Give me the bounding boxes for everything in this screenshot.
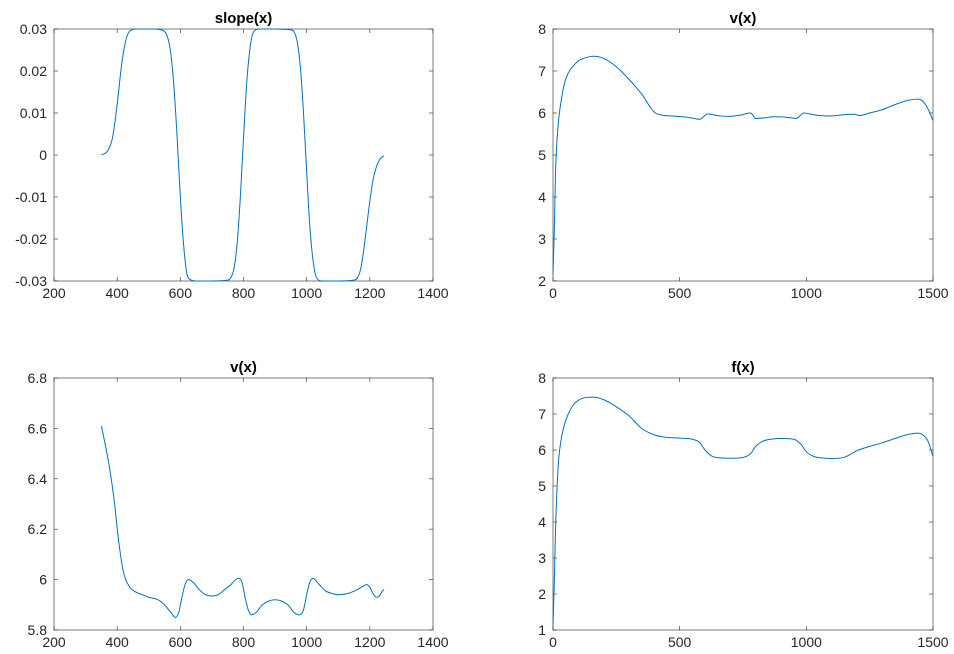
x-tick-label: 1200 <box>354 634 385 650</box>
x-tick-label: 400 <box>105 285 129 301</box>
velocity-zoom-plot: 200 400 600 800 1000 1200 1400 5.8 6 6.2 6.4 6.6 6.8… <box>28 359 449 650</box>
axes-box <box>53 28 434 282</box>
y-tick-label: 7 <box>538 63 546 79</box>
y-tick-label: -0.01 <box>15 189 47 205</box>
x-tick-label: 600 <box>169 285 193 301</box>
x-tick-label: 500 <box>668 634 692 650</box>
y-tick-label: 6 <box>538 105 546 121</box>
axes-box <box>552 28 934 282</box>
velocity-plot: 0 500 1000 1500 2 3 4 5 6 7 8 v(x) <box>538 10 949 301</box>
series-line <box>552 55 934 275</box>
x-tick-label: 800 <box>232 634 256 650</box>
plot-title: v(x) <box>230 359 257 376</box>
x-tick-label: 1400 <box>417 634 448 650</box>
y-tick-label: 5 <box>538 478 546 494</box>
x-tick-label: 1500 <box>917 634 948 650</box>
series-line <box>100 425 385 618</box>
y-tick-label: 6.4 <box>28 471 48 487</box>
y-tick-label: 4 <box>538 189 546 205</box>
x-tick-label: 200 <box>42 285 66 301</box>
y-tick-label: -0.02 <box>15 231 47 247</box>
x-tick-label: 1200 <box>354 285 385 301</box>
x-tick-label: 0 <box>549 634 557 650</box>
y-tick-label: 6.6 <box>28 420 48 436</box>
x-tick-label: 1000 <box>791 634 822 650</box>
y-tick-label: 6 <box>538 442 546 458</box>
series-line <box>552 396 934 627</box>
y-tick-label: 3 <box>538 231 546 247</box>
plot-title: v(x) <box>730 10 757 27</box>
y-tick-label: 4 <box>538 514 546 530</box>
slope-plot: 200 400 600 800 1000 1200 1400 -0.03 -0.02 -0.01 0… <box>15 10 449 301</box>
y-tick-label: 0.03 <box>20 21 47 37</box>
y-tick-label: 5.8 <box>28 622 48 638</box>
y-tick-label: 6.2 <box>28 521 48 537</box>
x-tick-label: 1000 <box>791 285 822 301</box>
y-tick-label: 8 <box>538 21 546 37</box>
y-tick-label: 0 <box>39 147 47 163</box>
y-tick-label: 8 <box>538 370 546 386</box>
y-tick-label: 2 <box>538 586 546 602</box>
y-tick-label: 0.01 <box>20 105 47 121</box>
x-tick-label: 800 <box>232 285 256 301</box>
x-tick-label: 1400 <box>417 285 448 301</box>
x-tick-label: 400 <box>105 634 129 650</box>
force-plot: 0 500 1000 1500 1 2 3 4 5 6 7 8 f(x) <box>538 359 949 650</box>
x-tick-label: 500 <box>668 285 692 301</box>
x-tick-label: 200 <box>42 634 66 650</box>
y-tick-label: 0.02 <box>20 63 47 79</box>
axes-box <box>552 377 934 631</box>
y-tick-label: -0.03 <box>15 273 47 289</box>
y-tick-label: 6 <box>39 572 47 588</box>
y-tick-label: 2 <box>538 273 546 289</box>
plot-title: slope(x) <box>215 10 273 27</box>
y-tick-label: 5 <box>538 147 546 163</box>
y-tick-label: 6.8 <box>28 370 48 386</box>
y-tick-label: 3 <box>538 550 546 566</box>
y-tick-label: 1 <box>538 622 546 638</box>
x-tick-label: 1000 <box>291 634 322 650</box>
y-tick-label: 7 <box>538 406 546 422</box>
x-tick-label: 600 <box>169 634 193 650</box>
x-tick-label: 1000 <box>291 285 322 301</box>
series-line <box>101 28 385 282</box>
x-tick-label: 0 <box>549 285 557 301</box>
axes-box <box>53 377 434 631</box>
x-tick-label: 1500 <box>917 285 948 301</box>
plot-title: f(x) <box>731 359 754 376</box>
